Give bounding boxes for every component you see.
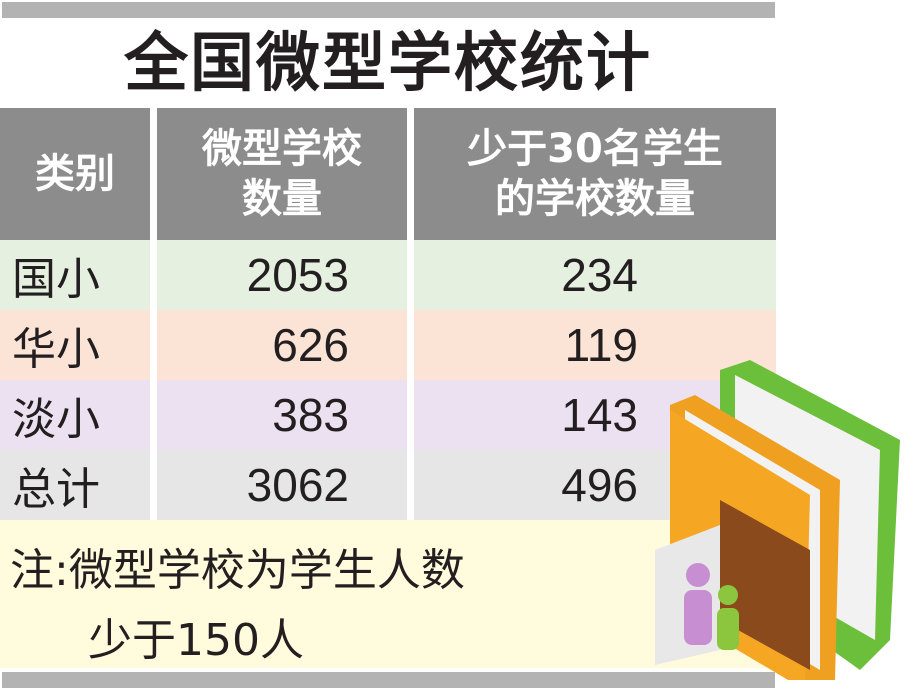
person-purple-body (684, 590, 712, 645)
top-rule (2, 2, 775, 18)
footnote-line: 注:微型学校为学生人数 (10, 545, 465, 596)
header-category: 类别 (0, 108, 150, 240)
chart-title: 全国微型学校统计 (124, 27, 652, 101)
header-under-30: 少于30名学生 的学校数量 (414, 108, 776, 240)
header-line: 数量 (242, 176, 322, 222)
row-category: 国小 (0, 240, 150, 310)
door (720, 500, 810, 670)
header-line: 少于30名学生 (467, 126, 723, 172)
header-line: 的学校数量 (495, 176, 695, 222)
bottom-rule (2, 672, 775, 688)
row-category: 总计 (0, 450, 150, 520)
micro-schools-value: 383 (157, 380, 407, 450)
footnote-line: 少于150人 (88, 615, 304, 666)
header-line: 微型学校 (202, 126, 362, 172)
micro-schools-value: 626 (157, 310, 407, 380)
row-category: 淡小 (0, 380, 150, 450)
books-and-people-icon (655, 360, 900, 680)
person-green-head (718, 585, 738, 605)
under-30-value: 119 (414, 310, 776, 380)
micro-schools-value: 2053 (157, 240, 407, 310)
person-purple-head (686, 563, 710, 587)
header-micro-schools: 微型学校 数量 (157, 108, 407, 240)
person-green-body (717, 608, 739, 650)
row-category: 华小 (0, 310, 150, 380)
micro-schools-value: 3062 (157, 450, 407, 520)
under-30-value: 234 (414, 240, 776, 310)
footnote: 注:微型学校为学生人数 少于150人 (0, 520, 776, 668)
